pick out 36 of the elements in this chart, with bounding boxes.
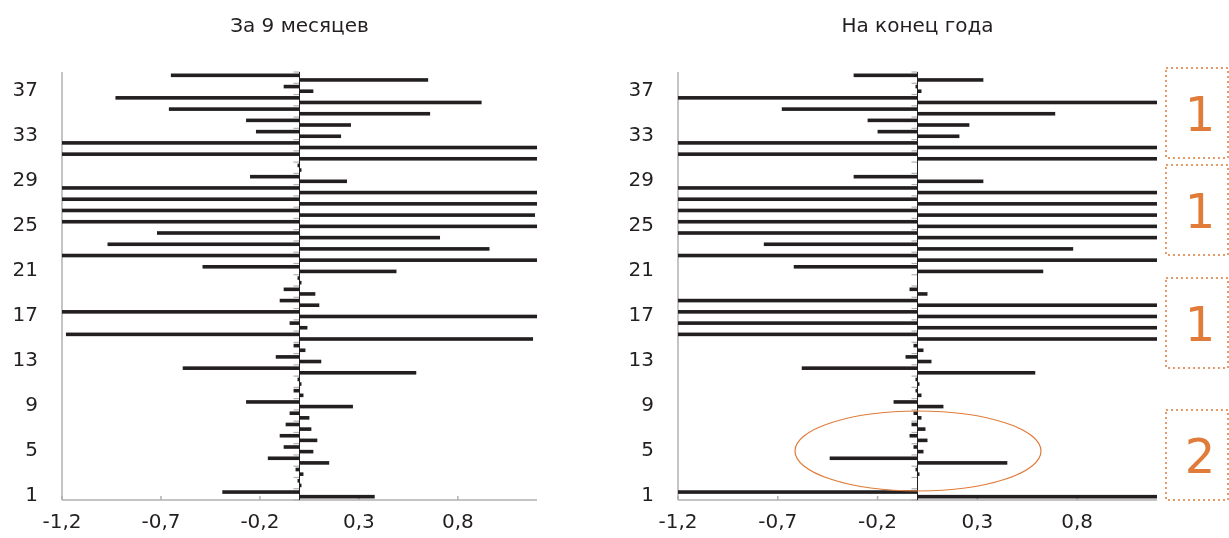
x-tick-label: 0,3 (342, 509, 375, 533)
x-tick-label: -0,2 (240, 509, 280, 533)
y-tick-label: 13 (12, 347, 38, 372)
y-tick-label: 1 (641, 482, 654, 507)
text: 1 (1184, 183, 1216, 239)
text: 1 (1184, 296, 1216, 352)
y-tick-label: 33 (12, 121, 38, 146)
chart-title: На конец года (841, 13, 994, 37)
y-tick-label: 13 (628, 347, 654, 372)
y-tick-label: 37 (12, 76, 38, 101)
x-tick-label: 0,8 (1061, 509, 1094, 533)
y-tick-label: 1 (25, 482, 38, 507)
text: 1 (1184, 86, 1216, 142)
y-tick-label: 29 (628, 167, 654, 191)
x-tick-label: -1,2 (658, 509, 698, 533)
y-tick-label: 25 (12, 212, 38, 237)
x-tick-label: 0,8 (441, 509, 474, 533)
y-tick-label: 9 (25, 392, 38, 417)
text: 2 (1184, 428, 1216, 484)
y-tick-label: 25 (628, 212, 654, 237)
x-tick-label: 0,3 (961, 509, 994, 533)
y-tick-label: 21 (628, 257, 654, 282)
chart-title: За 9 месяцев (230, 13, 369, 37)
y-tick-label: 17 (12, 302, 38, 327)
y-tick-label: 33 (628, 121, 654, 146)
y-tick-label: 5 (25, 437, 38, 462)
x-tick-label: -0,7 (141, 509, 181, 533)
x-tick-label: -0,7 (758, 509, 798, 533)
x-tick-label: -1,2 (42, 509, 82, 533)
x-tick-label: -0,2 (858, 509, 898, 533)
y-tick-label: 5 (641, 437, 654, 462)
y-tick-label: 9 (641, 392, 654, 417)
y-tick-label: 37 (628, 76, 654, 101)
y-tick-label: 17 (628, 302, 654, 327)
y-tick-label: 21 (12, 257, 38, 282)
y-tick-label: 29 (12, 167, 38, 191)
